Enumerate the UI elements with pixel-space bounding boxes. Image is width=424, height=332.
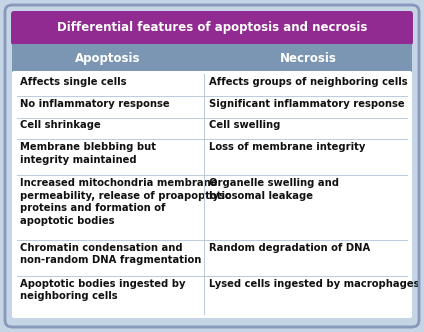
FancyBboxPatch shape — [5, 5, 419, 327]
Text: Cell shrinkage: Cell shrinkage — [20, 121, 101, 130]
Text: Apoptosis: Apoptosis — [75, 52, 141, 65]
Text: Affects groups of neighboring cells: Affects groups of neighboring cells — [209, 77, 407, 88]
Text: Increased mitochondria membrane
permeability, release of proapoptotic
proteins a: Increased mitochondria membrane permeabi… — [20, 178, 231, 226]
Text: Membrane blebbing but
integrity maintained: Membrane blebbing but integrity maintain… — [20, 142, 156, 165]
Text: Necrosis: Necrosis — [279, 52, 336, 65]
FancyBboxPatch shape — [12, 71, 412, 318]
Text: Chromatin condensation and
non-random DNA fragmentation: Chromatin condensation and non-random DN… — [20, 243, 201, 266]
Text: Loss of membrane integrity: Loss of membrane integrity — [209, 142, 365, 152]
Text: Cell swelling: Cell swelling — [209, 121, 280, 130]
Text: Significant inflammatory response: Significant inflammatory response — [209, 99, 404, 109]
Text: Organelle swelling and
lysosomal leakage: Organelle swelling and lysosomal leakage — [209, 178, 339, 201]
Text: Apoptotic bodies ingested by
neighboring cells: Apoptotic bodies ingested by neighboring… — [20, 279, 186, 301]
FancyBboxPatch shape — [11, 11, 413, 45]
Text: No inflammatory response: No inflammatory response — [20, 99, 170, 109]
Text: Random degradation of DNA: Random degradation of DNA — [209, 243, 370, 253]
Text: Differential features of apoptosis and necrosis: Differential features of apoptosis and n… — [57, 22, 367, 35]
Text: Lysed cells ingested by macrophages: Lysed cells ingested by macrophages — [209, 279, 419, 289]
FancyBboxPatch shape — [12, 44, 412, 73]
Text: Affects single cells: Affects single cells — [20, 77, 126, 88]
